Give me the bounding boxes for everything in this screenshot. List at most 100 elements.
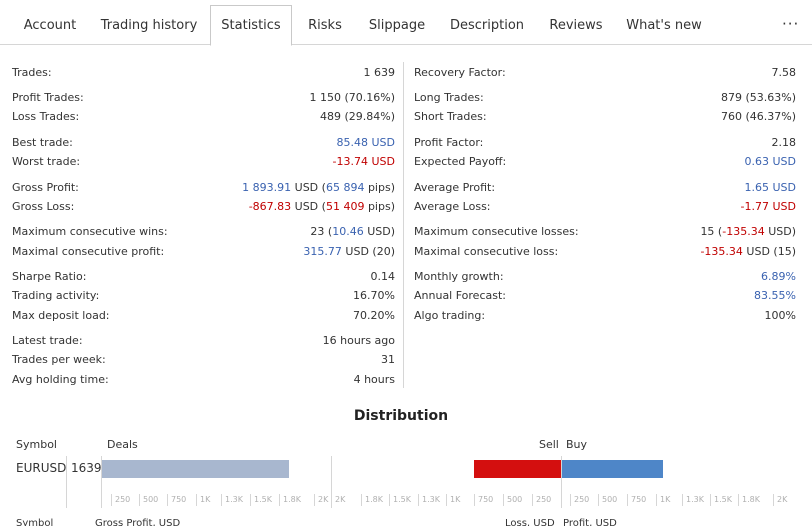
stat-value: 7.58 (771, 65, 797, 79)
stat-value: -13.74 USD (332, 154, 395, 168)
tab-whats-new[interactable]: What's new (626, 17, 702, 33)
more-options-icon[interactable]: ··· (782, 15, 800, 33)
stat-value: -135.34 USD (15) (700, 245, 796, 258)
consecutive-losses-usd: -135.34 (722, 224, 765, 238)
axis-tick: 750 (627, 494, 646, 506)
stat-row: Trades: 1 639 (12, 63, 395, 81)
deals-header: Deals (107, 438, 138, 451)
stat-value: 85.48 USD (336, 135, 396, 149)
distribution-symbol: EURUSD (16, 461, 67, 475)
distribution-axis: 250 500 750 1K 1.3K 1.5K 1.8K 2K 2K 1.8K… (0, 494, 812, 506)
column-divider (403, 62, 404, 388)
stat-value: 489 (29.84%) (319, 109, 395, 123)
gross-profit-usd: 1 893.91 (242, 180, 292, 194)
stat-label: Maximal consecutive profit: (12, 244, 165, 258)
distribution-title: Distribution (353, 408, 449, 424)
stat-row: Average Loss: -1.77 USD (414, 197, 796, 215)
axis-tick: 1.3K (221, 494, 243, 506)
bottom-symbol-header: Symbol (16, 518, 54, 526)
axis-tick: 1.3K (418, 494, 440, 506)
stat-value: 0.63 USD (744, 154, 797, 168)
axis-tick: 500 (503, 494, 522, 506)
stat-row: Maximum consecutive wins: 23 (10.46 USD) (12, 222, 395, 240)
stat-row: Profit Factor: 2.18 (414, 133, 796, 151)
axis-tick: 750 (167, 494, 186, 506)
stat-row: Loss Trades: 489 (29.84%) (12, 107, 395, 125)
axis-tick: 750 (474, 494, 493, 506)
value-part: USD ( (291, 180, 326, 194)
value-part: pips) (364, 180, 395, 194)
stat-row: Profit Trades: 1 150 (70.16%) (12, 88, 395, 106)
tab-slippage[interactable]: Slippage (368, 17, 426, 33)
stat-value: 16 hours ago (322, 333, 395, 347)
stat-value: 23 (10.46 USD) (310, 225, 395, 238)
tab-risks[interactable]: Risks (308, 17, 342, 33)
consecutive-profit-usd: 315.77 (303, 244, 342, 258)
value-part: USD) (764, 224, 796, 238)
distribution-deals-count: 1639 (71, 461, 102, 475)
tab-statistics[interactable]: Statistics (210, 5, 292, 46)
tab-description[interactable]: Description (449, 17, 525, 33)
stat-value: 2.18 (771, 135, 797, 149)
column-divider (101, 456, 102, 508)
stat-label: Max deposit load: (12, 308, 110, 322)
tab-account[interactable]: Account (23, 17, 77, 33)
stat-label: Maximal consecutive loss: (414, 244, 559, 258)
tab-reviews[interactable]: Reviews (549, 17, 603, 33)
stat-label: Recovery Factor: (414, 65, 506, 79)
stat-row: Short Trades: 760 (46.37%) (414, 107, 796, 125)
value-part: 23 ( (310, 224, 333, 238)
axis-tick: 1.3K (682, 494, 704, 506)
stat-label: Short Trades: (414, 109, 487, 123)
profit-header: Profit, USD (563, 518, 617, 526)
value-part: USD) (363, 224, 395, 238)
stat-row: Maximum consecutive losses: 15 (-135.34 U… (414, 222, 796, 240)
stat-label: Latest trade: (12, 333, 83, 347)
stat-label: Avg holding time: (12, 372, 109, 386)
stat-row: Avg holding time: 4 hours (12, 370, 395, 388)
stat-value: 1 893.91 USD (65 894 pips) (242, 181, 395, 194)
gross-loss-usd: -867.83 (248, 199, 292, 213)
axis-tick: 1.8K (361, 494, 383, 506)
stat-value: 0.14 (370, 269, 396, 283)
axis-tick: 1.8K (279, 494, 301, 506)
stat-row: Max deposit load: 70.20% (12, 306, 395, 324)
consecutive-wins-usd: 10.46 (332, 224, 364, 238)
axis-tick: 1K (446, 494, 460, 506)
tab-trading-history[interactable]: Trading history (100, 17, 198, 33)
stat-row: Worst trade: -13.74 USD (12, 152, 395, 170)
sell-bar (474, 460, 561, 478)
stat-row: Recovery Factor: 7.58 (414, 63, 796, 81)
stat-row: Latest trade: 16 hours ago (12, 331, 395, 349)
axis-tick: 2K (314, 494, 328, 506)
axis-tick: 1.5K (389, 494, 411, 506)
stat-value: 879 (53.63%) (720, 90, 796, 104)
value-part: USD (15) (742, 244, 796, 258)
stat-value: 100% (764, 308, 796, 322)
stat-value: 760 (46.37%) (720, 109, 796, 123)
axis-tick: 1.8K (738, 494, 760, 506)
value-part: 15 ( (700, 224, 723, 238)
axis-tick: 500 (139, 494, 158, 506)
stat-value: 6.89% (761, 269, 796, 283)
stat-row: Maximal consecutive profit: 315.77 USD (2… (12, 242, 395, 260)
symbol-header: Symbol (16, 438, 57, 451)
stat-row: Expected Payoff: 0.63 USD (414, 152, 796, 170)
stat-label: Gross Profit: (12, 180, 79, 194)
stat-value: 315.77 USD (20) (303, 245, 395, 258)
axis-tick: 1.5K (710, 494, 732, 506)
axis-tick: 500 (598, 494, 617, 506)
stat-row: Best trade: 85.48 USD (12, 133, 395, 151)
stat-label: Profit Factor: (414, 135, 484, 149)
axis-tick: 2K (331, 494, 345, 506)
stat-label: Average Loss: (414, 199, 491, 213)
stat-row: Maximal consecutive loss: -135.34 USD (15… (414, 242, 796, 260)
stat-value: 31 (381, 352, 395, 366)
stat-row: Gross Loss: -867.83 USD (51 409 pips) (12, 197, 395, 215)
stat-label: Trades per week: (12, 352, 106, 366)
stat-value: 1 639 (363, 65, 396, 79)
stat-row: Monthly growth: 6.89% (414, 267, 796, 285)
stat-label: Annual Forecast: (414, 288, 506, 302)
buy-header: Buy (566, 438, 588, 451)
value-part: USD (20) (341, 244, 395, 258)
